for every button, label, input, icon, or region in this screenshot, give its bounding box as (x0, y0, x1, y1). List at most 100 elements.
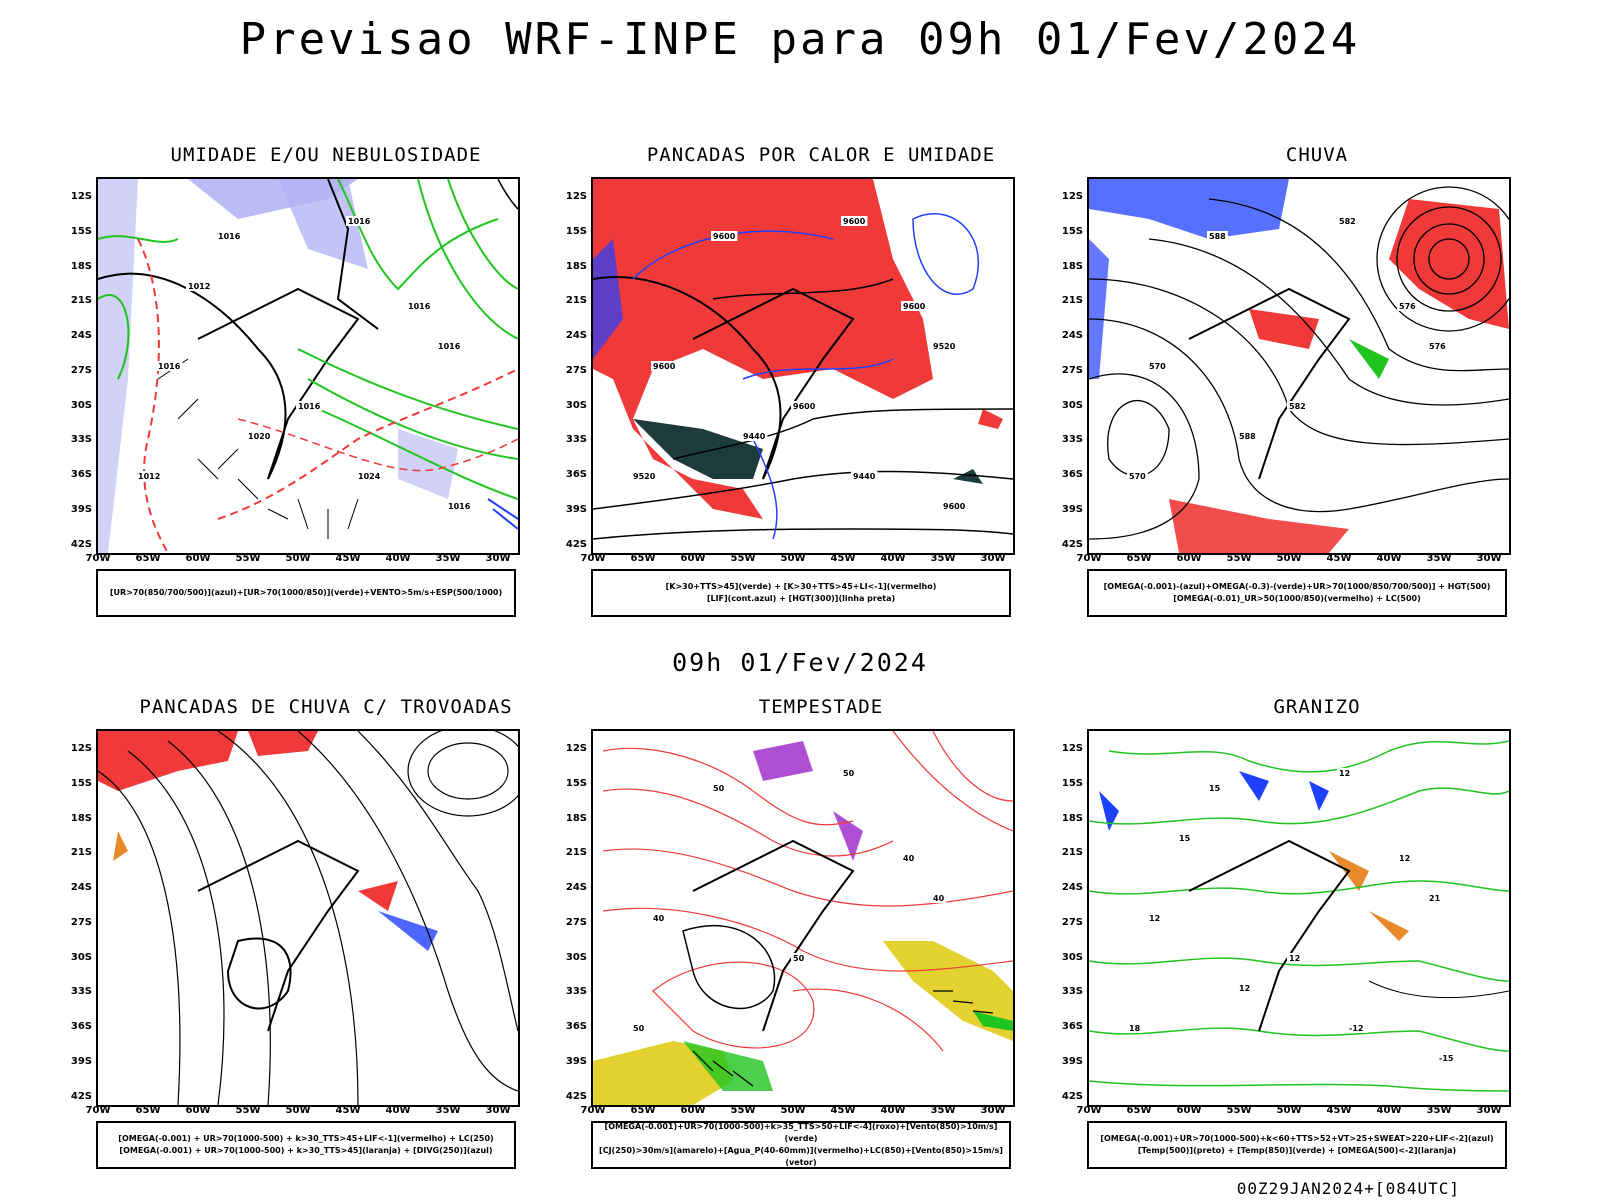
map-frame: 50 50 40 40 50 40 50 (591, 729, 1015, 1107)
legend-box: [OMEGA(-0.001)+UR>70(1000-500)+k<60+TTS>… (1087, 1121, 1507, 1169)
lat-tick: 15S (70, 226, 92, 237)
forecast-time-label: 09h 01/Fev/2024 (672, 648, 928, 677)
map-frame: 9600 9600 9600 9600 9600 9520 9520 9440 9440 9600 (591, 177, 1015, 555)
legend-line: [LIF](cont.azul) + [HGT(300)](linha pret… (706, 594, 896, 603)
lat-tick: 42S (565, 539, 587, 550)
lon-tick: 60W (680, 1105, 706, 1116)
lon-tick: 65W (135, 1105, 161, 1116)
svg-text:9600: 9600 (653, 362, 676, 371)
contour-label: 9600 (711, 231, 738, 241)
longitude-axis: 70W 65W 60W 55W 50W 45W 40W 35W 30W (1077, 1105, 1511, 1119)
panel-title: CHUVA (1285, 144, 1349, 166)
svg-text:50: 50 (713, 784, 725, 793)
lat-tick: 12S (565, 191, 587, 202)
lon-tick: 35W (435, 553, 461, 564)
contour-label: 12 (1287, 953, 1303, 963)
lat-tick: 39S (565, 1056, 587, 1067)
lat-tick: 42S (70, 539, 92, 550)
legend-line: [OMEGA(-0.001)-(azul)+OMEGA(-0.3)-(verde… (1103, 582, 1491, 591)
contour-label: 1016 (216, 231, 243, 241)
lat-tick: 30S (70, 400, 92, 411)
lon-tick: 55W (1226, 1105, 1252, 1116)
lat-tick: 18S (1061, 813, 1083, 824)
longitude-axis: 70W 65W 60W 55W 50W 45W 40W 35W 30W (581, 1105, 1015, 1119)
map-frame: 588 582 576 570 582 576 570 588 (1087, 177, 1511, 555)
lon-tick: 45W (830, 1105, 856, 1116)
lon-tick: 35W (1426, 1105, 1452, 1116)
svg-text:9440: 9440 (743, 432, 766, 441)
contour-label: 12 (1237, 983, 1253, 993)
lat-tick: 30S (70, 952, 92, 963)
lat-tick: 42S (70, 1091, 92, 1102)
contour-label: 570 (1147, 361, 1168, 371)
contour-label: 50 (791, 953, 807, 963)
contour-label: 18 (1127, 1023, 1143, 1033)
lon-tick: 65W (630, 553, 656, 564)
panel-title: TEMPESTADE (758, 696, 884, 718)
legend-box: [K>30+TTS>45](verde) + [K>30+TTS>45+LI<-… (591, 569, 1011, 617)
svg-text:582: 582 (1339, 217, 1356, 226)
contour-label: 50 (841, 768, 857, 778)
contour-label: 1016 (436, 341, 463, 351)
lat-tick: 39S (70, 504, 92, 515)
contour-label: 588 (1207, 231, 1228, 241)
lon-tick: 55W (235, 1105, 261, 1116)
lat-tick: 33S (1061, 986, 1083, 997)
legend-line: [OMEGA(-0.001)+UR>70(1000-500)+k<60+TTS>… (1100, 1134, 1494, 1143)
lon-tick: 40W (385, 1105, 411, 1116)
contour-label: 9440 (741, 431, 768, 441)
lat-tick: 21S (1061, 847, 1083, 858)
svg-text:21: 21 (1429, 894, 1441, 903)
svg-text:12: 12 (1239, 984, 1250, 993)
lat-tick: 30S (565, 952, 587, 963)
contour-label: 15 (1177, 833, 1193, 843)
contour-label: 1012 (136, 471, 163, 481)
contour-label: 40 (901, 853, 917, 863)
legend-box: [OMEGA(-0.001)-(azul)+OMEGA(-0.3)-(verde… (1087, 569, 1507, 617)
lat-tick: 42S (565, 1091, 587, 1102)
lat-tick: 12S (70, 191, 92, 202)
lat-tick: 39S (70, 1056, 92, 1067)
lon-tick: 70W (1076, 553, 1102, 564)
lon-tick: 45W (830, 553, 856, 564)
legend-box: [UR>70(850/700/500)](azul)+[UR>70(1000/8… (96, 569, 516, 617)
latitude-axis: 12S 15S 18S 21S 24S 27S 30S 33S 36S 39S … (555, 729, 589, 1105)
contour-label: 40 (931, 893, 947, 903)
lon-tick: 50W (780, 1105, 806, 1116)
svg-text:1012: 1012 (138, 472, 160, 481)
lat-tick: 33S (70, 986, 92, 997)
svg-text:1016: 1016 (448, 502, 471, 511)
contour-label: 9600 (651, 361, 678, 371)
contour-label: 582 (1287, 401, 1308, 411)
lon-tick: 70W (85, 553, 111, 564)
lat-tick: 15S (1061, 778, 1083, 789)
svg-text:1016: 1016 (348, 217, 371, 226)
lon-tick: 70W (85, 1105, 111, 1116)
lon-tick: 45W (1326, 1105, 1352, 1116)
main-title: Previsao WRF-INPE para 09h 01/Fev/2024 (239, 14, 1361, 65)
svg-text:12: 12 (1289, 954, 1300, 963)
lat-tick: 42S (1061, 539, 1083, 550)
contour-label: 50 (631, 1023, 647, 1033)
contour-label: 1012 (186, 281, 213, 291)
svg-text:40: 40 (653, 914, 665, 923)
lon-tick: 55W (235, 553, 261, 564)
map-umidade: 1016 1016 1016 1016 1016 1016 1012 1020 1024 1016… (98, 179, 518, 553)
svg-text:1020: 1020 (248, 432, 271, 441)
lon-tick: 35W (930, 553, 956, 564)
legend-box: [OMEGA(-0.001)+UR>70(1000-500)+k>35_TTS>… (591, 1121, 1011, 1169)
lat-tick: 36S (1061, 469, 1083, 480)
svg-text:1016: 1016 (158, 362, 181, 371)
contour-label: 9600 (941, 501, 968, 511)
lon-tick: 55W (730, 1105, 756, 1116)
svg-text:1012: 1012 (188, 282, 210, 291)
svg-text:570: 570 (1149, 362, 1166, 371)
lat-tick: 21S (565, 295, 587, 306)
lat-tick: 27S (1061, 365, 1083, 376)
svg-text:15: 15 (1209, 784, 1221, 793)
lon-tick: 30W (1476, 553, 1502, 564)
lon-tick: 35W (1426, 553, 1452, 564)
lat-tick: 33S (565, 986, 587, 997)
latitude-axis: 12S 15S 18S 21S 24S 27S 30S 33S 36S 39S … (1051, 729, 1085, 1105)
map-trovoadas (98, 731, 518, 1105)
